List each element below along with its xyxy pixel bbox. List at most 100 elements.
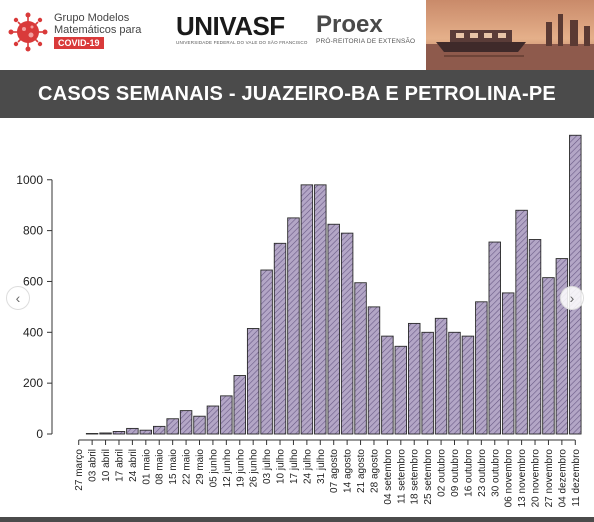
- bar: [300, 184, 314, 435]
- univasf-name: UNIVASF: [176, 11, 285, 41]
- x-tick-label: 25 setembro: [423, 449, 434, 505]
- bar: [475, 301, 488, 435]
- bar: [515, 209, 528, 435]
- bar: [179, 410, 193, 435]
- x-tick-label: 27 março: [74, 449, 85, 491]
- x-axis: 27 março 03 abril 10 abril 17 abril 24 abril…: [74, 439, 582, 508]
- x-tick-label: 13 novembro: [517, 449, 528, 508]
- proex-subtitle: PRÓ-REITORIA DE EXTENSÃO: [316, 38, 416, 45]
- bar: [153, 425, 166, 435]
- univasf-logo: UNIVASF UNIVERSIDADE FEDERAL DO VALE DO …: [176, 11, 308, 45]
- bar: [434, 317, 448, 435]
- x-tick-label: 18 setembro: [410, 449, 421, 505]
- bar: [340, 232, 354, 435]
- x-tick-label: 03 abril: [88, 449, 99, 482]
- bar: [501, 292, 515, 435]
- x-tick-label: 20 novembro: [531, 449, 542, 508]
- x-tick-label: 06 novembro: [504, 449, 515, 508]
- y-tick-label: 600: [23, 274, 43, 288]
- bar: [461, 335, 475, 435]
- bar: [327, 223, 340, 435]
- bar: [99, 432, 112, 435]
- bar: [287, 217, 300, 435]
- x-tick-label: 03 julho: [262, 449, 273, 484]
- bar: [166, 418, 179, 435]
- bar: [421, 331, 434, 435]
- y-tick-label: 800: [23, 224, 43, 238]
- bar: [314, 184, 327, 435]
- bar: [112, 431, 126, 435]
- x-tick-label: 24 abril: [128, 449, 139, 482]
- x-tick-label: 15 maio: [168, 449, 179, 485]
- x-tick-label: 26 junho: [249, 449, 260, 488]
- bar: [448, 331, 461, 435]
- bar: [260, 269, 273, 435]
- group-line-1: Grupo Modelos: [54, 12, 130, 24]
- virus-icon: [8, 12, 48, 52]
- bar: [542, 277, 555, 435]
- bar: [220, 395, 233, 435]
- x-tick-label: 16 outubro: [463, 449, 474, 497]
- y-tick-label: 400: [23, 325, 43, 339]
- x-tick-label: 02 outubro: [437, 449, 448, 497]
- x-tick-label: 07 agosto: [329, 449, 340, 493]
- bar: [139, 429, 153, 435]
- proex-name: Proex: [316, 11, 383, 38]
- chevron-left-icon: ‹: [15, 290, 21, 306]
- y-tick-label: 0: [36, 427, 43, 441]
- bar: [233, 375, 246, 435]
- x-tick-label: 29 maio: [195, 449, 206, 485]
- x-tick-label: 14 agosto: [343, 449, 354, 493]
- x-tick-label: 24 julho: [302, 449, 313, 484]
- univasf-subtitle: UNIVERSIDADE FEDERAL DO VALE DO SÃO FRAN…: [176, 40, 308, 45]
- bar: [528, 239, 542, 435]
- group-line-2: Matemáticos para: [54, 24, 142, 36]
- x-tick-label: 21 agosto: [356, 449, 367, 493]
- y-tick-label: 1000: [16, 173, 43, 187]
- bar: [569, 134, 582, 435]
- x-tick-label: 04 dezembro: [557, 449, 568, 508]
- x-tick-label: 11 setembro: [396, 449, 407, 504]
- bars: [85, 134, 582, 435]
- weekly-cases-chart: 0 200 400 600 800 1000 27 março 03 abril 10 abr…: [16, 134, 582, 508]
- x-tick-label: 11 dezembro: [571, 449, 582, 507]
- chart-title: CASOS SEMANAIS - JUAZEIRO-BA E PETROLINA…: [38, 82, 556, 105]
- x-tick-label: 17 julho: [289, 449, 300, 484]
- x-tick-label: 09 outubro: [450, 449, 461, 497]
- bar: [367, 306, 381, 435]
- x-tick-label: 08 maio: [155, 449, 166, 485]
- group-logo: Grupo Modelos Matemáticos para COVID-19: [6, 8, 166, 58]
- x-tick-label: 01 maio: [141, 449, 152, 485]
- bar: [381, 335, 394, 435]
- bottom-bar: [0, 517, 594, 522]
- bar: [273, 242, 287, 435]
- bar: [354, 282, 367, 435]
- bar: [126, 427, 139, 435]
- bar: [555, 258, 569, 435]
- bar: [193, 415, 206, 435]
- x-tick-label: 22 maio: [182, 449, 193, 485]
- x-tick-label: 23 outubro: [477, 449, 488, 497]
- x-tick-label: 28 agosto: [369, 449, 380, 493]
- x-tick-label: 05 junho: [208, 449, 219, 488]
- bar: [85, 433, 99, 435]
- bar: [394, 345, 408, 435]
- river-boat-photo: [426, 0, 594, 70]
- x-tick-label: 04 setembro: [383, 449, 394, 505]
- covid-badge: COVID-19: [54, 37, 104, 49]
- y-tick-label: 200: [23, 376, 43, 390]
- header: Grupo Modelos Matemáticos para COVID-19 …: [0, 0, 594, 70]
- chevron-right-icon: ›: [569, 290, 575, 306]
- bar: [246, 328, 260, 435]
- group-name: Grupo Modelos Matemáticos para COVID-19: [54, 12, 141, 49]
- x-tick-label: 10 abril: [101, 449, 112, 482]
- next-button[interactable]: ›: [560, 286, 584, 310]
- proex-logo: Proex PRÓ-REITORIA DE EXTENSÃO: [316, 11, 426, 46]
- title-banner: CASOS SEMANAIS - JUAZEIRO-BA E PETROLINA…: [0, 70, 594, 118]
- x-tick-label: 10 julho: [276, 449, 287, 484]
- x-tick-label: 30 outubro: [490, 449, 501, 497]
- prev-button[interactable]: ‹: [6, 286, 30, 310]
- x-tick-label: 31 julho: [316, 449, 327, 484]
- bar: [206, 405, 220, 435]
